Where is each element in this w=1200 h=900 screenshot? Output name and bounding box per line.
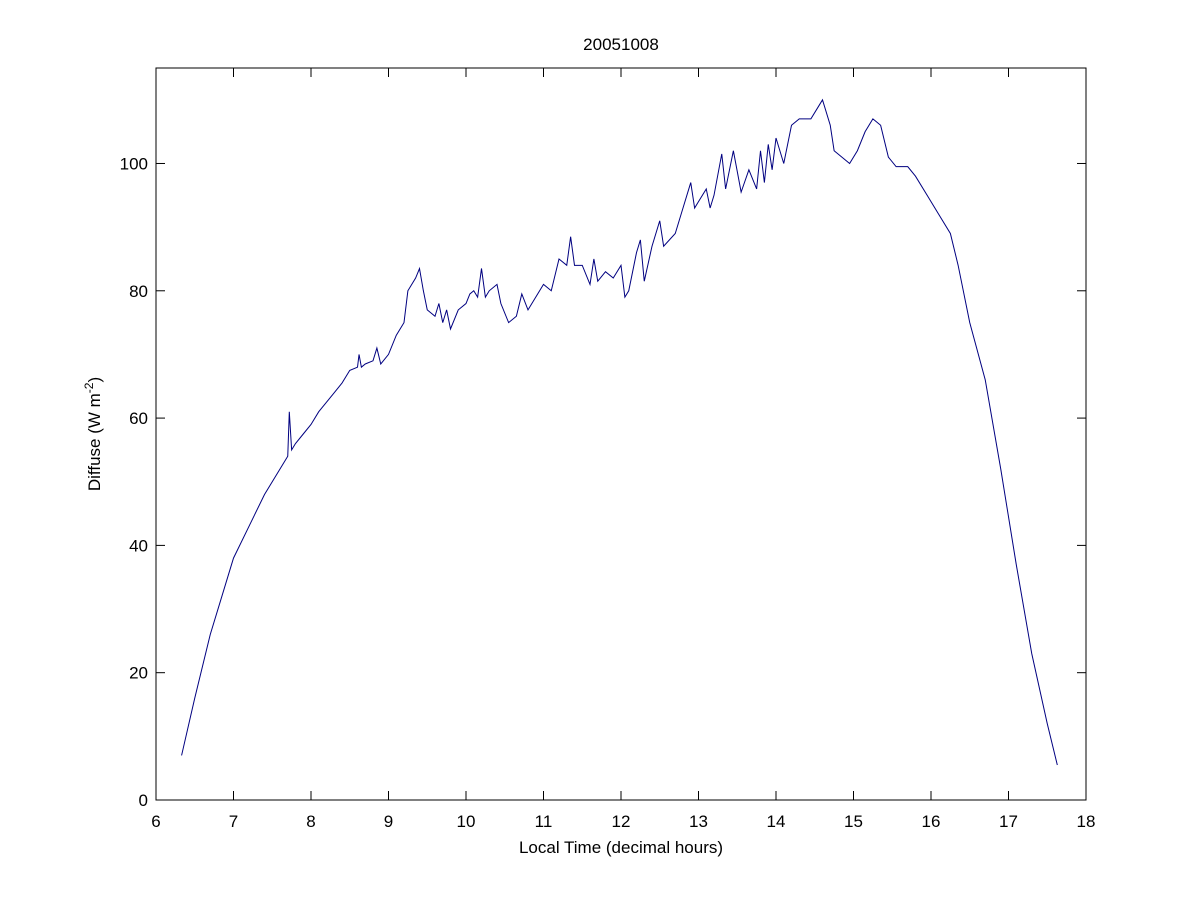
x-tick-label: 16	[922, 812, 941, 831]
y-tick-label: 40	[129, 536, 148, 555]
x-tick-label: 18	[1077, 812, 1096, 831]
x-tick-label: 12	[612, 812, 631, 831]
y-axis-label: Diffuse (W m-2)	[82, 377, 104, 491]
data-line	[181, 98, 1058, 766]
x-tick-label: 13	[689, 812, 708, 831]
y-label-close: )	[85, 377, 104, 383]
x-axis-label: Local Time (decimal hours)	[519, 838, 723, 857]
x-tick-label: 15	[844, 812, 863, 831]
x-tick-label: 8	[306, 812, 315, 831]
y-tick-label: 0	[139, 791, 148, 810]
y-tick-label: 80	[129, 282, 148, 301]
x-tick-label: 9	[384, 812, 393, 831]
x-tick-label: 17	[999, 812, 1018, 831]
x-tick-label: 11	[535, 812, 553, 831]
x-tick-label: 7	[229, 812, 238, 831]
y-label-exponent: -2	[82, 382, 96, 393]
plot-frame	[155, 67, 1087, 801]
y-tick-label: 20	[129, 664, 148, 683]
x-tick-label: 10	[457, 812, 476, 831]
chart-title: 20051008	[583, 35, 659, 54]
x-tick-label: 14	[767, 812, 786, 831]
y-label-text: Diffuse (W m	[85, 393, 104, 491]
y-tick-label: 60	[129, 409, 148, 428]
x-tick-label: 6	[151, 812, 160, 831]
y-tick-label: 100	[120, 154, 148, 173]
